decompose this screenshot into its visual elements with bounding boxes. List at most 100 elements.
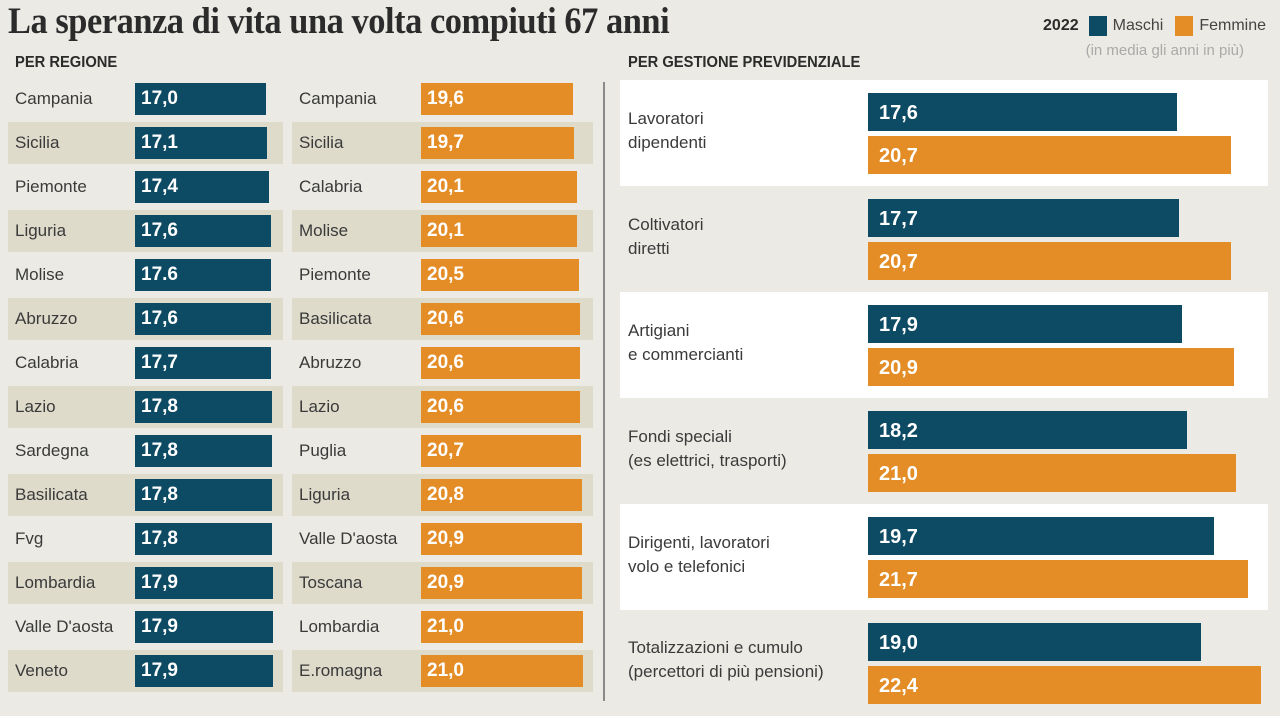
bar-male: 17,6 xyxy=(135,215,271,247)
region-row-female: Basilicata 20,6 xyxy=(292,298,593,340)
region-row-male: Fvg 17,8 xyxy=(8,518,283,560)
region-row-female: Piemonte 20,5 xyxy=(292,254,593,296)
bar-male: 17,9 xyxy=(135,611,274,643)
bar-male: 17,8 xyxy=(135,391,273,423)
region-label: Lombardia xyxy=(299,617,380,636)
region-row-male: Veneto 17,9 xyxy=(8,650,283,692)
pension-group: Totalizzazioni e cumulo (percettori di p… xyxy=(620,610,1268,716)
pension-label-line1: Coltivatori xyxy=(628,215,704,234)
pension-label-line1: Dirigenti, lavoratori xyxy=(628,533,770,552)
bar-female: 21,7 xyxy=(868,560,1249,598)
bar-female: 20,7 xyxy=(868,242,1231,280)
region-row-female: E.romagna 21,0 xyxy=(292,650,593,692)
bar-female: 20,8 xyxy=(421,479,582,511)
region-row-male: Valle D'aosta 17,9 xyxy=(8,606,283,648)
bar-female: 20,7 xyxy=(421,435,581,467)
region-row-male: Lazio 17,8 xyxy=(8,386,283,428)
region-row-male: Sicilia 17,1 xyxy=(8,122,283,164)
region-label: Molise xyxy=(299,221,349,240)
region-row-male: Basilicata 17,8 xyxy=(8,474,283,516)
region-label: Lazio xyxy=(15,397,56,416)
bar-female: 21,0 xyxy=(868,454,1237,492)
region-label: Lombardia xyxy=(15,573,96,592)
region-row-male: Calabria 17,7 xyxy=(8,342,283,384)
region-label: Piemonte xyxy=(299,265,371,284)
bar-male: 17,0 xyxy=(135,83,266,115)
region-label: Calabria xyxy=(299,177,363,196)
bar-female: 22,4 xyxy=(868,666,1261,704)
pension-group: Artigiani e commercianti 17,9 20,9 xyxy=(620,292,1268,398)
region-row-female: Molise 20,1 xyxy=(292,210,593,252)
legend-year: 2022 xyxy=(1043,17,1079,34)
region-row-female: Lombardia 21,0 xyxy=(292,606,593,648)
pension-group: Fondi speciali (es elettrici, trasporti)… xyxy=(620,398,1268,504)
region-row-male: Molise 17.6 xyxy=(8,254,283,296)
region-label: Campania xyxy=(15,89,93,108)
region-row-female: Sicilia 19,7 xyxy=(292,122,593,164)
legend-label-female: Femmine xyxy=(1199,17,1266,34)
chart-title: La speranza di vita una volta compiuti 6… xyxy=(8,1,670,42)
region-row-female: Liguria 20,8 xyxy=(292,474,593,516)
region-label: Liguria xyxy=(15,221,67,240)
region-label: Veneto xyxy=(15,661,68,680)
region-label: Sicilia xyxy=(15,133,60,152)
region-row-female: Valle D'aosta 20,9 xyxy=(292,518,593,560)
bar-female: 21,0 xyxy=(421,611,583,643)
region-row-male: Campania 17,0 xyxy=(8,78,283,120)
pension-group: Lavoratori dipendenti 17,6 20,7 xyxy=(620,80,1268,186)
pension-label-line2: (percettori di più pensioni) xyxy=(628,662,824,681)
legend-label-male: Maschi xyxy=(1112,17,1164,34)
pension-label-line1: Artigiani xyxy=(628,321,690,340)
bar-female: 19,6 xyxy=(421,83,573,115)
bar-male: 17,1 xyxy=(135,127,267,159)
bar-female: 20,1 xyxy=(421,171,577,203)
bar-female: 20,6 xyxy=(421,347,581,379)
region-row-female: Campania 19,6 xyxy=(292,78,593,120)
bar-male: 19,7 xyxy=(868,517,1214,555)
region-label: Abruzzo xyxy=(299,353,362,372)
bar-male: 17,8 xyxy=(135,523,273,555)
bar-female: 20,9 xyxy=(421,523,583,555)
region-row-female: Toscana 20,9 xyxy=(292,562,593,604)
bar-female: 20,7 xyxy=(868,136,1231,174)
region-label: Liguria xyxy=(299,485,351,504)
bar-male: 17,9 xyxy=(135,567,274,599)
pension-label: Coltivatori diretti xyxy=(628,213,704,261)
pension-label-line1: Totalizzazioni e cumulo xyxy=(628,638,803,657)
pension-label-line2: dipendenti xyxy=(628,133,707,152)
bar-female: 20,9 xyxy=(421,567,583,599)
section-title-pension: PER GESTIONE PREVIDENZIALE xyxy=(628,54,861,71)
bar-female: 20,6 xyxy=(421,303,581,335)
bar-male: 18,2 xyxy=(868,411,1188,449)
region-label: Lazio xyxy=(299,397,340,416)
bar-male: 17,9 xyxy=(868,305,1183,343)
bar-male: 17,8 xyxy=(135,435,273,467)
region-label: Toscana xyxy=(299,573,363,592)
bar-male: 17,7 xyxy=(135,347,272,379)
bar-male: 17,8 xyxy=(135,479,273,511)
region-label: Puglia xyxy=(299,441,347,460)
bar-male: 17,6 xyxy=(868,93,1177,131)
pension-label: Artigiani e commercianti xyxy=(628,319,743,367)
region-label: Piemonte xyxy=(15,177,87,196)
region-row-male: Abruzzo 17,6 xyxy=(8,298,283,340)
legend-note: (in media gli anni in più) xyxy=(1085,42,1244,59)
region-label: Basilicata xyxy=(299,309,372,328)
bar-male: 19,0 xyxy=(868,623,1202,661)
pension-group: Dirigenti, lavoratori volo e telefonici … xyxy=(620,504,1268,610)
region-row-female: Lazio 20,6 xyxy=(292,386,593,428)
region-label: Molise xyxy=(15,265,65,284)
region-row-male: Piemonte 17,4 xyxy=(8,166,283,208)
pension-label: Lavoratori dipendenti xyxy=(628,107,706,155)
region-row-female: Calabria 20,1 xyxy=(292,166,593,208)
bar-female: 20,9 xyxy=(868,348,1235,386)
pension-label-line1: Lavoratori xyxy=(628,109,704,128)
region-label: Fvg xyxy=(15,529,44,548)
region-label: Campania xyxy=(299,89,377,108)
region-label: Calabria xyxy=(15,353,79,372)
bar-female: 20,5 xyxy=(421,259,580,291)
bar-male: 17.6 xyxy=(135,259,271,291)
region-row-male: Lombardia 17,9 xyxy=(8,562,283,604)
bar-female: 19,7 xyxy=(421,127,574,159)
bar-male: 17,7 xyxy=(868,199,1179,237)
